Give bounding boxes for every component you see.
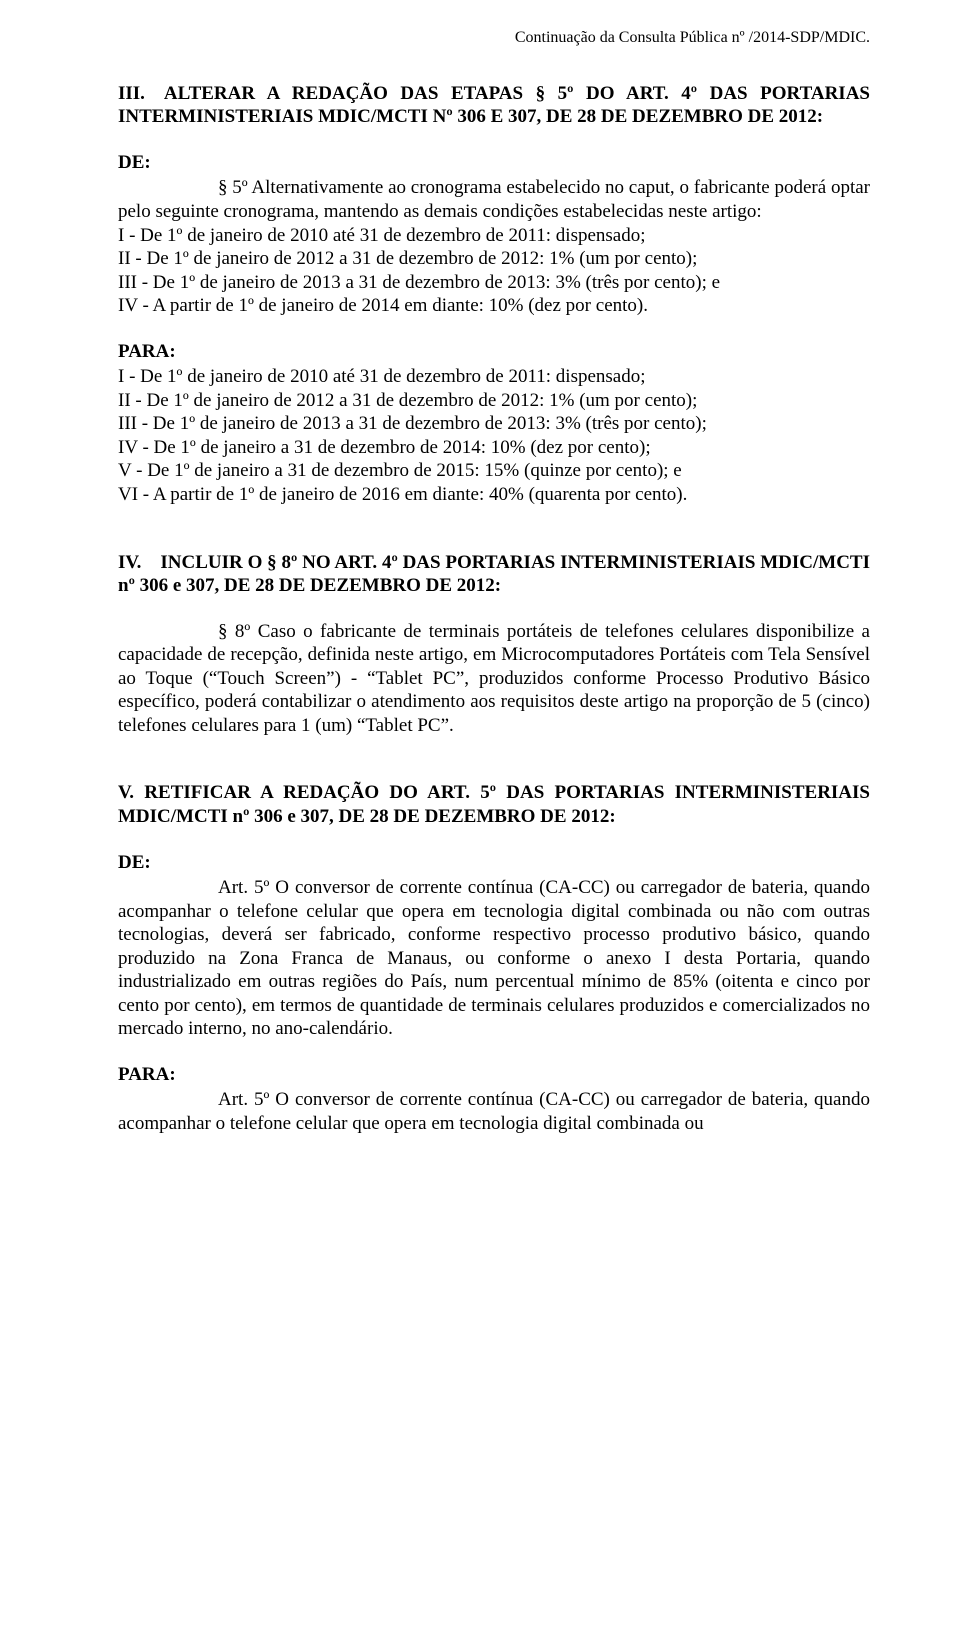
list-item: VI - A partir de 1º de janeiro de 2016 e… (118, 483, 870, 507)
list-item: IV - A partir de 1º de janeiro de 2014 e… (118, 294, 870, 318)
document-page: Continuação da Consulta Pública nº /2014… (0, 0, 960, 1635)
section-5-para-label: PARA: (118, 1063, 870, 1087)
list-item: V - De 1º de janeiro a 31 de dezembro de… (118, 459, 870, 483)
section-5-de-label: DE: (118, 851, 870, 875)
section-3-para-list: I - De 1º de janeiro de 2010 até 31 de d… (118, 365, 870, 506)
section-4-body: § 8º Caso o fabricante de terminais port… (118, 620, 870, 738)
section-5-de-body: Art. 5º O conversor de corrente contínua… (118, 876, 870, 1041)
page-header: Continuação da Consulta Pública nº /2014… (118, 28, 870, 48)
list-item: I - De 1º de janeiro de 2010 até 31 de d… (118, 365, 870, 389)
section-3-de-intro: § 5º Alternativamente ao cronograma esta… (118, 176, 870, 223)
section-3-de-list: I - De 1º de janeiro de 2010 até 31 de d… (118, 224, 870, 318)
list-item: I - De 1º de janeiro de 2010 até 31 de d… (118, 224, 870, 248)
list-item: II - De 1º de janeiro de 2012 a 31 de de… (118, 247, 870, 271)
section-3-heading: III. ALTERAR A REDAÇÃO DAS ETAPAS § 5º D… (118, 82, 870, 129)
list-item: III - De 1º de janeiro de 2013 a 31 de d… (118, 412, 870, 436)
section-5-para-body: Art. 5º O conversor de corrente contínua… (118, 1088, 870, 1135)
list-item: II - De 1º de janeiro de 2012 a 31 de de… (118, 389, 870, 413)
section-4-heading: IV. INCLUIR O § 8º NO ART. 4º DAS PORTAR… (118, 551, 870, 598)
list-item: III - De 1º de janeiro de 2013 a 31 de d… (118, 271, 870, 295)
list-item: IV - De 1º de janeiro a 31 de dezembro d… (118, 436, 870, 460)
section-3-de-label: DE: (118, 151, 870, 175)
section-5-heading: V. RETIFICAR A REDAÇÃO DO ART. 5º DAS PO… (118, 781, 870, 828)
section-3-para-label: PARA: (118, 340, 870, 364)
